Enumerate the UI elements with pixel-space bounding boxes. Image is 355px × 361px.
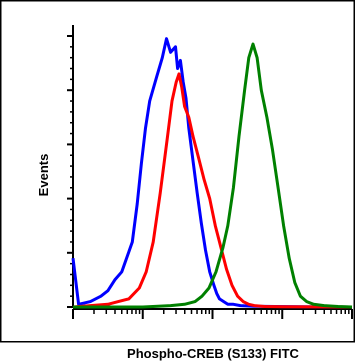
series-line-2 xyxy=(72,72,353,309)
series-line-3 xyxy=(73,42,353,309)
x-axis-title: Phospho-CREB (S133) FITC xyxy=(127,346,300,361)
x-axis xyxy=(72,308,353,319)
series-line-1 xyxy=(71,37,353,309)
series-layer xyxy=(71,37,353,309)
plot-frame xyxy=(0,0,355,343)
y-axis-title: Events xyxy=(36,154,51,197)
y-axis xyxy=(67,25,74,308)
